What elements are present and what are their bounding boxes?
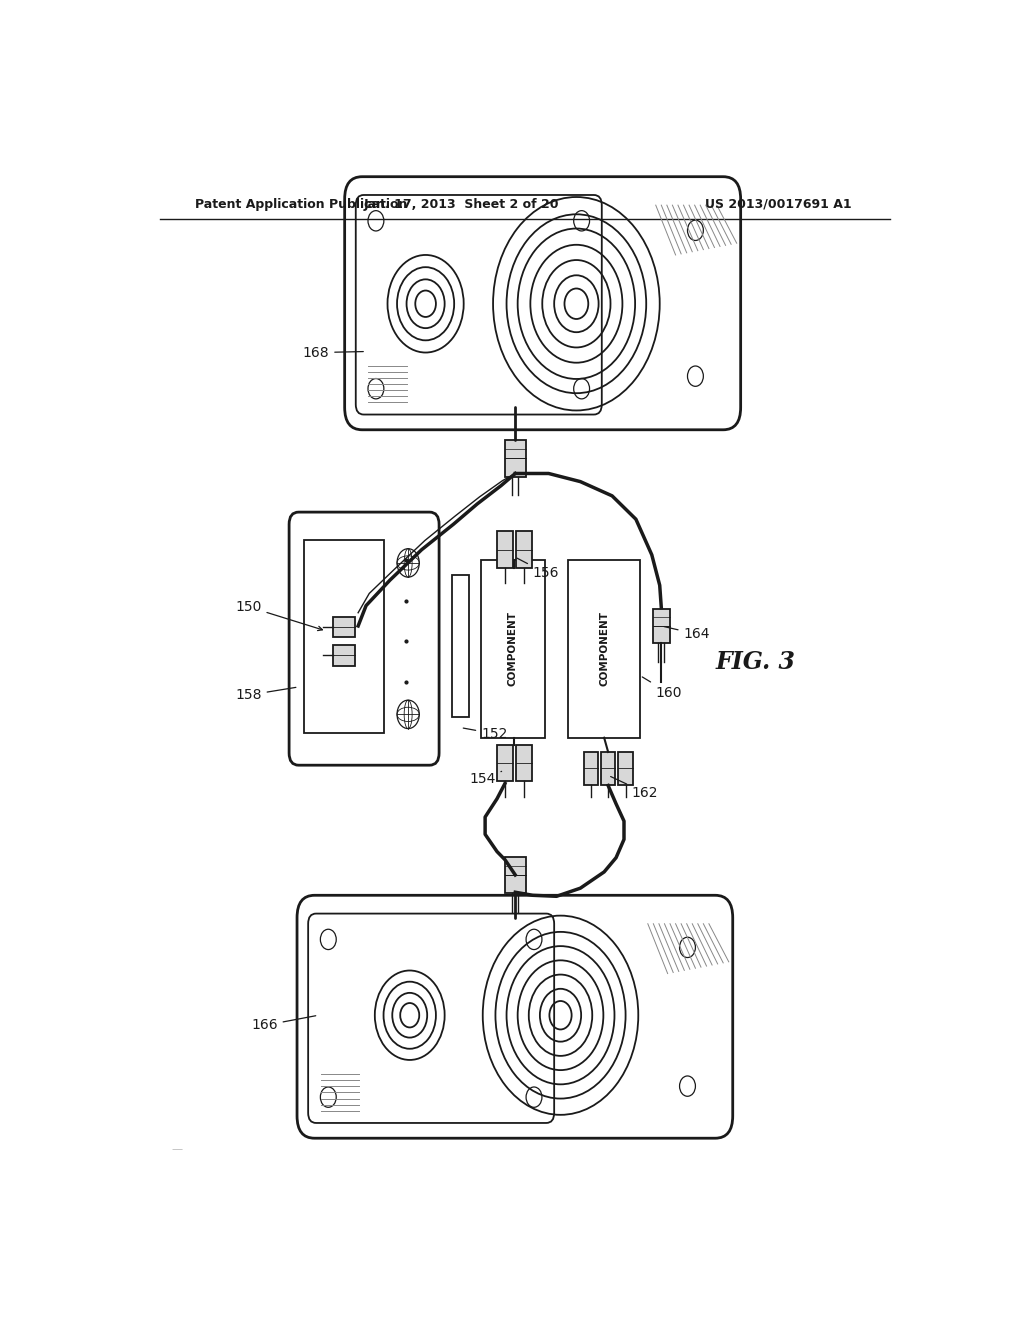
Bar xyxy=(601,752,615,784)
Bar xyxy=(497,532,513,568)
Text: 150: 150 xyxy=(236,599,323,631)
Bar xyxy=(516,744,531,781)
Text: 162: 162 xyxy=(610,776,658,800)
FancyBboxPatch shape xyxy=(308,913,554,1123)
Bar xyxy=(505,440,525,477)
Text: COMPONENT: COMPONENT xyxy=(508,611,518,686)
Bar xyxy=(304,540,384,733)
Bar xyxy=(652,609,670,643)
Bar xyxy=(505,857,525,894)
FancyBboxPatch shape xyxy=(345,177,740,430)
Text: COMPONENT: COMPONENT xyxy=(599,611,609,686)
Text: US 2013/0017691 A1: US 2013/0017691 A1 xyxy=(706,198,852,211)
Bar xyxy=(497,744,513,781)
Text: 166: 166 xyxy=(251,1016,315,1032)
FancyBboxPatch shape xyxy=(289,512,439,766)
Bar xyxy=(333,645,355,665)
Text: 160: 160 xyxy=(642,677,682,700)
FancyBboxPatch shape xyxy=(355,195,602,414)
Bar xyxy=(481,560,545,738)
Bar xyxy=(516,532,531,568)
Text: 156: 156 xyxy=(517,558,559,581)
Text: 158: 158 xyxy=(236,688,296,702)
Bar xyxy=(452,576,469,718)
Text: Jan. 17, 2013  Sheet 2 of 20: Jan. 17, 2013 Sheet 2 of 20 xyxy=(364,198,559,211)
Text: 152: 152 xyxy=(463,727,508,741)
Text: FIG. 3: FIG. 3 xyxy=(715,649,796,673)
Bar xyxy=(568,560,640,738)
Text: 164: 164 xyxy=(664,627,710,642)
Text: 154: 154 xyxy=(469,771,502,787)
Text: —: — xyxy=(172,1144,182,1155)
Bar xyxy=(584,752,598,784)
Text: Patent Application Publication: Patent Application Publication xyxy=(196,198,408,211)
Bar xyxy=(333,616,355,638)
Bar xyxy=(618,752,633,784)
Text: 168: 168 xyxy=(303,346,364,359)
FancyBboxPatch shape xyxy=(297,895,733,1138)
